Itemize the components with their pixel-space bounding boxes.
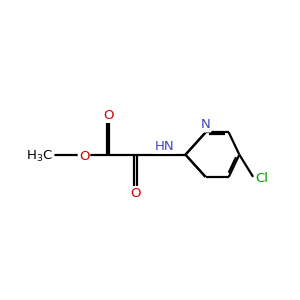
Text: H$_3$C: H$_3$C bbox=[26, 149, 53, 164]
Text: HN: HN bbox=[154, 140, 174, 153]
Text: O: O bbox=[79, 150, 89, 163]
Text: O: O bbox=[103, 109, 113, 122]
Text: O: O bbox=[130, 188, 141, 200]
Text: N: N bbox=[201, 118, 210, 131]
Text: Cl: Cl bbox=[255, 172, 268, 185]
